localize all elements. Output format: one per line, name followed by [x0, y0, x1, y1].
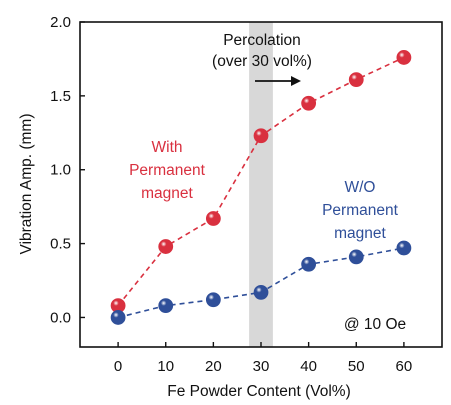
y-tick-label-4: 2.0 [50, 14, 71, 31]
y-tick-label-3: 1.5 [50, 88, 71, 105]
with-magnet-label-line2: Permanent [129, 162, 206, 179]
series-1-point-4 [301, 256, 317, 272]
y-axis-label: Vibration Amp. (mm) [18, 114, 35, 255]
without-magnet-label-line1: W/O [345, 179, 376, 196]
y-tick-label-2: 1.0 [50, 162, 71, 179]
percolation-band [249, 22, 273, 347]
with-magnet-label-line1: With [152, 139, 183, 156]
series-1-point-3 [253, 284, 269, 300]
series-1-point-2 [205, 292, 221, 308]
series-0-point-2 [205, 211, 221, 226]
series-0-point-6 [396, 50, 412, 65]
y-tick-label-1: 0.5 [50, 236, 71, 253]
x-axis-label: Fe Powder Content (Vol%) [167, 383, 351, 400]
with-magnet-label-line3: magnet [141, 185, 193, 202]
x-tick-label-1: 10 [157, 358, 174, 375]
x-tick-label-0: 0 [114, 358, 122, 375]
series-1-point-5 [348, 249, 364, 265]
series-1-point-6 [396, 240, 412, 256]
field-condition-label: @ 10 Oe [344, 316, 406, 333]
x-tick-label-5: 50 [348, 358, 365, 375]
percolation-arrow [255, 76, 301, 86]
series-1-point-1 [158, 298, 174, 314]
series-0-point-5 [348, 72, 364, 88]
x-tick-label-4: 40 [300, 358, 317, 375]
x-tick-label-2: 20 [205, 358, 222, 375]
series-0-point-4 [301, 95, 317, 111]
percolation-label-line1: Percolation [223, 32, 301, 49]
series-0-point-1 [158, 239, 174, 254]
without-magnet-label-line2: Permanent [322, 202, 399, 219]
without-magnet-label-line3: magnet [334, 225, 386, 242]
x-tick-label-3: 30 [253, 358, 270, 375]
series-0-point-3 [253, 128, 269, 144]
percolation-label-line2: (over 30 vol%) [212, 53, 312, 70]
series-1-point-0 [110, 310, 126, 325]
x-tick-label-6: 60 [396, 358, 413, 375]
y-tick-label-0: 0.0 [50, 309, 71, 326]
